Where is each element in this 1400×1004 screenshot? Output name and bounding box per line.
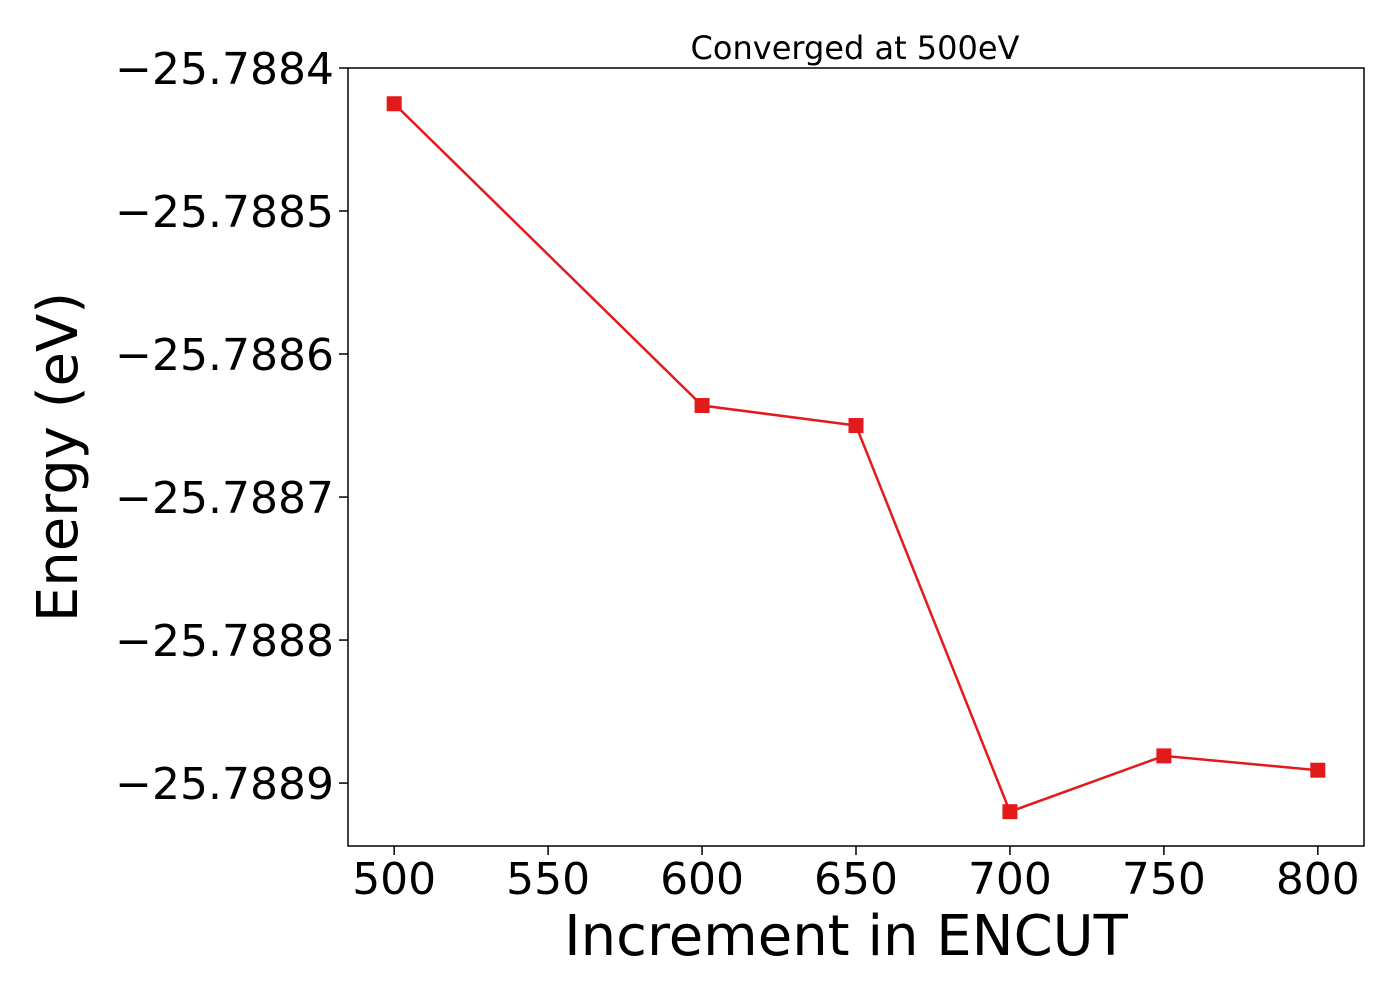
y-axis-ticks: −25.7884 −25.7885 −25.7886 −25.7887 −25.7888… [115, 44, 348, 810]
data-point-marker [386, 96, 402, 112]
y-tick-label: −25.7888 [115, 616, 334, 667]
x-tick-label: 500 [352, 854, 436, 905]
x-tick-label: 800 [1276, 854, 1360, 905]
chart-title: Converged at 500eV [691, 29, 1020, 67]
y-tick-label: −25.7885 [115, 187, 334, 238]
series-layer [386, 96, 1326, 820]
x-tick-label: 700 [968, 854, 1052, 905]
x-axis-title: Increment in ENCUT [564, 904, 1129, 969]
x-tick-label: 650 [814, 854, 898, 905]
y-tick-label: −25.7887 [115, 473, 334, 524]
x-tick-label: 550 [506, 854, 590, 905]
data-point-marker [694, 398, 710, 414]
data-point-marker [1310, 762, 1326, 778]
y-tick-label: −25.7886 [115, 330, 334, 381]
x-axis-ticks: 500 550 600 650 700 750 800 [352, 846, 1360, 905]
data-point-marker [1002, 804, 1018, 820]
data-point-marker [1156, 748, 1172, 764]
x-tick-label: 600 [660, 854, 744, 905]
y-tick-label: −25.7884 [115, 44, 334, 95]
y-axis-title: Energy (eV) [26, 292, 91, 622]
series-line [393, 102, 1318, 814]
data-point-marker [848, 418, 864, 434]
y-tick-label: −25.7889 [115, 759, 334, 810]
x-tick-label: 750 [1122, 854, 1206, 905]
